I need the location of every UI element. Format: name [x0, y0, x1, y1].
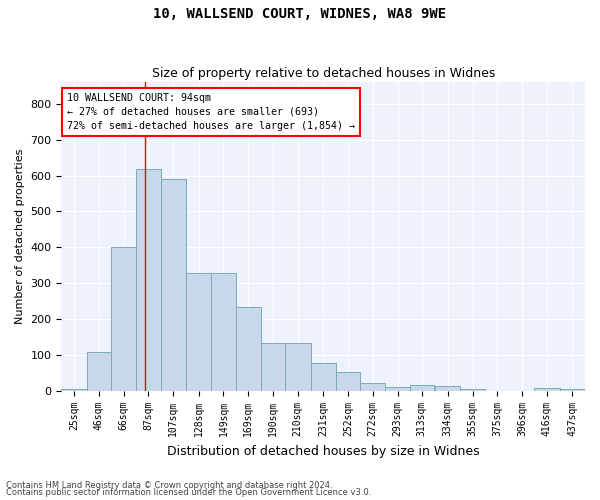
Bar: [61, 388, 87, 391]
Bar: [261, 342, 285, 391]
Y-axis label: Number of detached properties: Number of detached properties: [15, 149, 25, 324]
Bar: [136, 170, 161, 391]
Bar: [410, 386, 434, 391]
Bar: [236, 306, 261, 391]
Bar: [111, 247, 136, 391]
Bar: [311, 363, 336, 391]
Text: Contains public sector information licensed under the Open Government Licence v3: Contains public sector information licen…: [6, 488, 371, 497]
Bar: [285, 342, 311, 391]
Bar: [534, 388, 560, 391]
Bar: [336, 372, 360, 391]
Bar: [560, 388, 585, 391]
Bar: [360, 384, 385, 391]
Text: 10 WALLSEND COURT: 94sqm
← 27% of detached houses are smaller (693)
72% of semi-: 10 WALLSEND COURT: 94sqm ← 27% of detach…: [67, 93, 355, 131]
Bar: [87, 352, 111, 391]
Bar: [211, 274, 236, 391]
X-axis label: Distribution of detached houses by size in Widnes: Distribution of detached houses by size …: [167, 444, 479, 458]
Text: Contains HM Land Registry data © Crown copyright and database right 2024.: Contains HM Land Registry data © Crown c…: [6, 480, 332, 490]
Bar: [186, 274, 211, 391]
Bar: [435, 386, 460, 391]
Title: Size of property relative to detached houses in Widnes: Size of property relative to detached ho…: [152, 66, 495, 80]
Bar: [385, 386, 410, 391]
Bar: [161, 179, 186, 391]
Text: 10, WALLSEND COURT, WIDNES, WA8 9WE: 10, WALLSEND COURT, WIDNES, WA8 9WE: [154, 8, 446, 22]
Bar: [460, 390, 485, 391]
